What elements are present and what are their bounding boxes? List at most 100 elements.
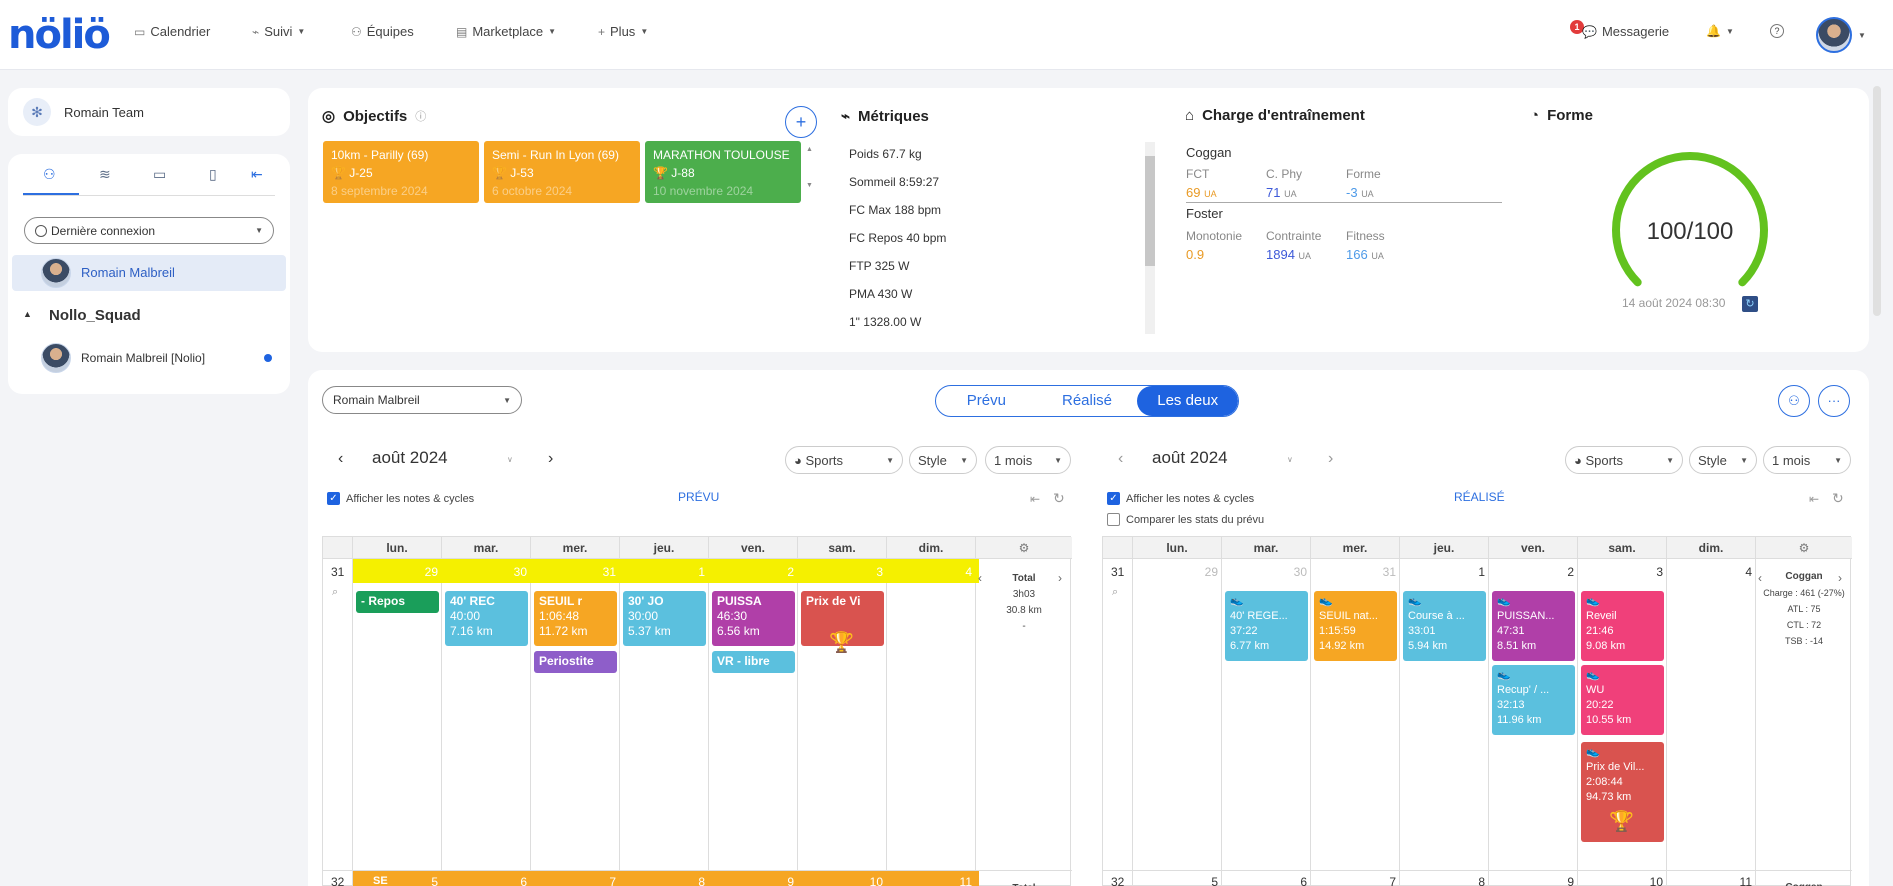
tab-document-icon[interactable]: ▯ [209,166,217,182]
mode-realise[interactable]: Réalisé [1061,392,1113,409]
refresh-icon[interactable]: ↻ [1053,490,1065,506]
day-number: 8 [1478,875,1485,886]
nav-messagerie[interactable]: 💬 Messagerie [1582,24,1669,39]
search-icon[interactable]: ⌕ [332,586,339,598]
nav-calendar[interactable]: ▭ Calendrier [134,24,210,39]
compare-checkbox[interactable]: Comparer les stats du prévu [1107,513,1264,526]
planned-workout[interactable]: Periostite [534,651,617,673]
next-month-icon[interactable]: › [548,450,554,467]
add-objective-button[interactable]: + [785,106,817,138]
nav-marketplace[interactable]: ▤ Marketplace ▼ [456,24,556,39]
planned-workout[interactable]: PUISSA 46:30 6.56 km [712,591,795,646]
stat-line: ATL : 75 [1787,604,1821,614]
tab-calendar-icon[interactable]: ▭ [153,166,167,182]
left-range-select[interactable]: 1 mois ▼ [985,446,1071,474]
day-column [1578,559,1667,886]
day-header: mer. [1311,537,1400,559]
completed-workout[interactable]: 👟 Reveil 21:46 9.08 km [1581,591,1664,661]
next-week-icon[interactable]: › [1058,571,1062,585]
collapse-sidebar-icon[interactable]: ⇤ [251,166,263,182]
workout-title: 40' REC [450,594,495,608]
objectives-scrollbar[interactable]: ▲ ▼ [806,146,813,189]
foster-label: Foster [1186,206,1223,221]
prev-week-icon[interactable]: ‹ [1758,571,1762,585]
settings-icon[interactable]: ⚙ [976,537,1072,559]
squad-member-name[interactable]: Romain Malbreil [Nolio] [81,351,206,365]
right-sports-select[interactable]: ◕ Sports ▼ [1565,446,1683,474]
search-icon[interactable]: ⌕ [1112,586,1119,598]
selected-user-name[interactable]: Romain Malbreil [81,265,175,280]
settings-icon[interactable]: ⚙ [1756,537,1852,559]
page-scrollbar[interactable] [1873,86,1881,316]
team-card[interactable]: ✻ Romain Team [8,88,290,136]
metrics-scrollbar[interactable] [1145,142,1155,334]
athlete-select[interactable]: Romain Malbreil ▼ [322,386,522,414]
prev-month-icon[interactable]: ‹ [338,450,344,467]
last-connection-select[interactable]: Dernière connexion ▼ [24,217,274,244]
objective-card[interactable]: 10km - Parilly (69) 🏆 J-25 8 septembre 202… [323,141,479,203]
completed-workout[interactable]: 👟 Course à ... 33:01 5.94 km [1403,591,1486,661]
chevron-down-icon[interactable]: ▼ [1858,31,1866,40]
left-month-label[interactable]: août 2024 [372,448,448,467]
help-icon[interactable]: ? [1770,24,1784,38]
mode-prevu[interactable]: Prévu [966,392,1006,409]
collapse-caret-icon[interactable]: ▲ [23,309,32,319]
left-sports-select[interactable]: ◕ Sports ▼ [785,446,903,474]
right-style-select[interactable]: Style ▼ [1689,446,1757,474]
planned-workout[interactable]: SEUIL r 1:06:48 11.72 km [534,591,617,646]
squad-name[interactable]: Nollo_Squad [49,307,141,324]
chevron-down-icon: ▼ [1054,455,1062,465]
day-header: ven. [1489,537,1578,559]
right-month-label[interactable]: août 2024 [1152,448,1228,467]
planned-workout[interactable]: - Repos [356,591,439,613]
notifications-button[interactable]: 🔔 ▼ [1706,24,1734,38]
completed-workout[interactable]: 👟 40' REGE... 37:22 6.77 km [1225,591,1308,661]
day-header: mer. [531,537,620,559]
tab-layers-icon[interactable]: ≋ [99,166,111,182]
prev-week-icon[interactable]: ‹ [978,571,982,585]
objective-card[interactable]: MARATHON TOULOUSE 🏆 J-88 10 novembre 2024 [645,141,801,203]
stat-line: TSB : -14 [1784,636,1823,646]
prev-month-icon[interactable]: ‹ [1118,450,1124,467]
first-page-icon[interactable]: ⇤ [1809,492,1820,506]
left-notes-checkbox[interactable]: ✓ Afficher les notes & cycles [327,492,474,505]
planned-workout[interactable]: 40' REC 40:00 7.16 km [445,591,528,646]
planned-workout[interactable]: Prix de Vi [801,591,884,646]
info-icon[interactable]: ⓘ [415,111,427,123]
right-notes-checkbox[interactable]: ✓ Afficher les notes & cycles [1107,492,1254,505]
nolio-logo[interactable]: nöliö [8,12,111,58]
mode-les-deux[interactable]: Les deux [1137,386,1238,416]
chevron-down-icon[interactable]: ∨ [1287,455,1293,464]
refresh-icon[interactable]: ↻ [1742,296,1758,312]
completed-workout[interactable]: 👟 Recup' / ... 32:13 11.96 km [1492,665,1575,735]
chevron-down-icon[interactable]: ∨ [507,455,513,464]
objective-card[interactable]: Semi - Run In Lyon (69) 🏆 J-53 6 octobre 2… [484,141,640,203]
completed-workout[interactable]: 👟 Prix de Vil... 2:08:44 94.73 km [1581,742,1664,842]
nav-suivi[interactable]: ⌁ Suivi ▼ [252,24,305,39]
right-range-select[interactable]: 1 mois ▼ [1763,446,1851,474]
week-divider [323,870,1072,871]
planned-workout[interactable]: VR - libre [712,651,795,673]
tab-athletes-icon[interactable]: ⚇ [43,166,56,182]
nav-plus[interactable]: + Plus ▼ [598,24,648,39]
completed-workout[interactable]: 👟 SEUIL nat... 1:15:59 14.92 km [1314,591,1397,661]
completed-workout[interactable]: 👟 WU 20:22 10.55 km [1581,665,1664,735]
completed-workout[interactable]: 👟 PUISSAN... 47:31 8.51 km [1492,591,1575,661]
next-week-icon[interactable]: › [1838,571,1842,585]
refresh-icon[interactable]: ↻ [1832,490,1844,506]
nav-equipes[interactable]: ⚇ Équipes [351,24,414,39]
objective-name: 10km - Parilly (69) [331,148,429,162]
planned-workout[interactable]: 30' JO 30:00 5.37 km [623,591,706,646]
user-avatar[interactable] [1816,17,1852,53]
first-page-icon[interactable]: ⇤ [1030,492,1041,506]
left-style-select[interactable]: Style ▼ [909,446,977,474]
more-button[interactable]: ··· [1818,385,1850,417]
day-column [798,559,887,886]
next-month-icon[interactable]: › [1328,450,1334,467]
team-icon: ⚇ [351,24,362,39]
forme-gauge [1612,152,1768,287]
day-column [620,559,709,886]
user-view-button[interactable]: ⚇ [1778,385,1810,417]
objectifs-title: ◎ Objectifs ⓘ [322,107,427,126]
workout-title: Recup' / ... [1497,684,1550,696]
